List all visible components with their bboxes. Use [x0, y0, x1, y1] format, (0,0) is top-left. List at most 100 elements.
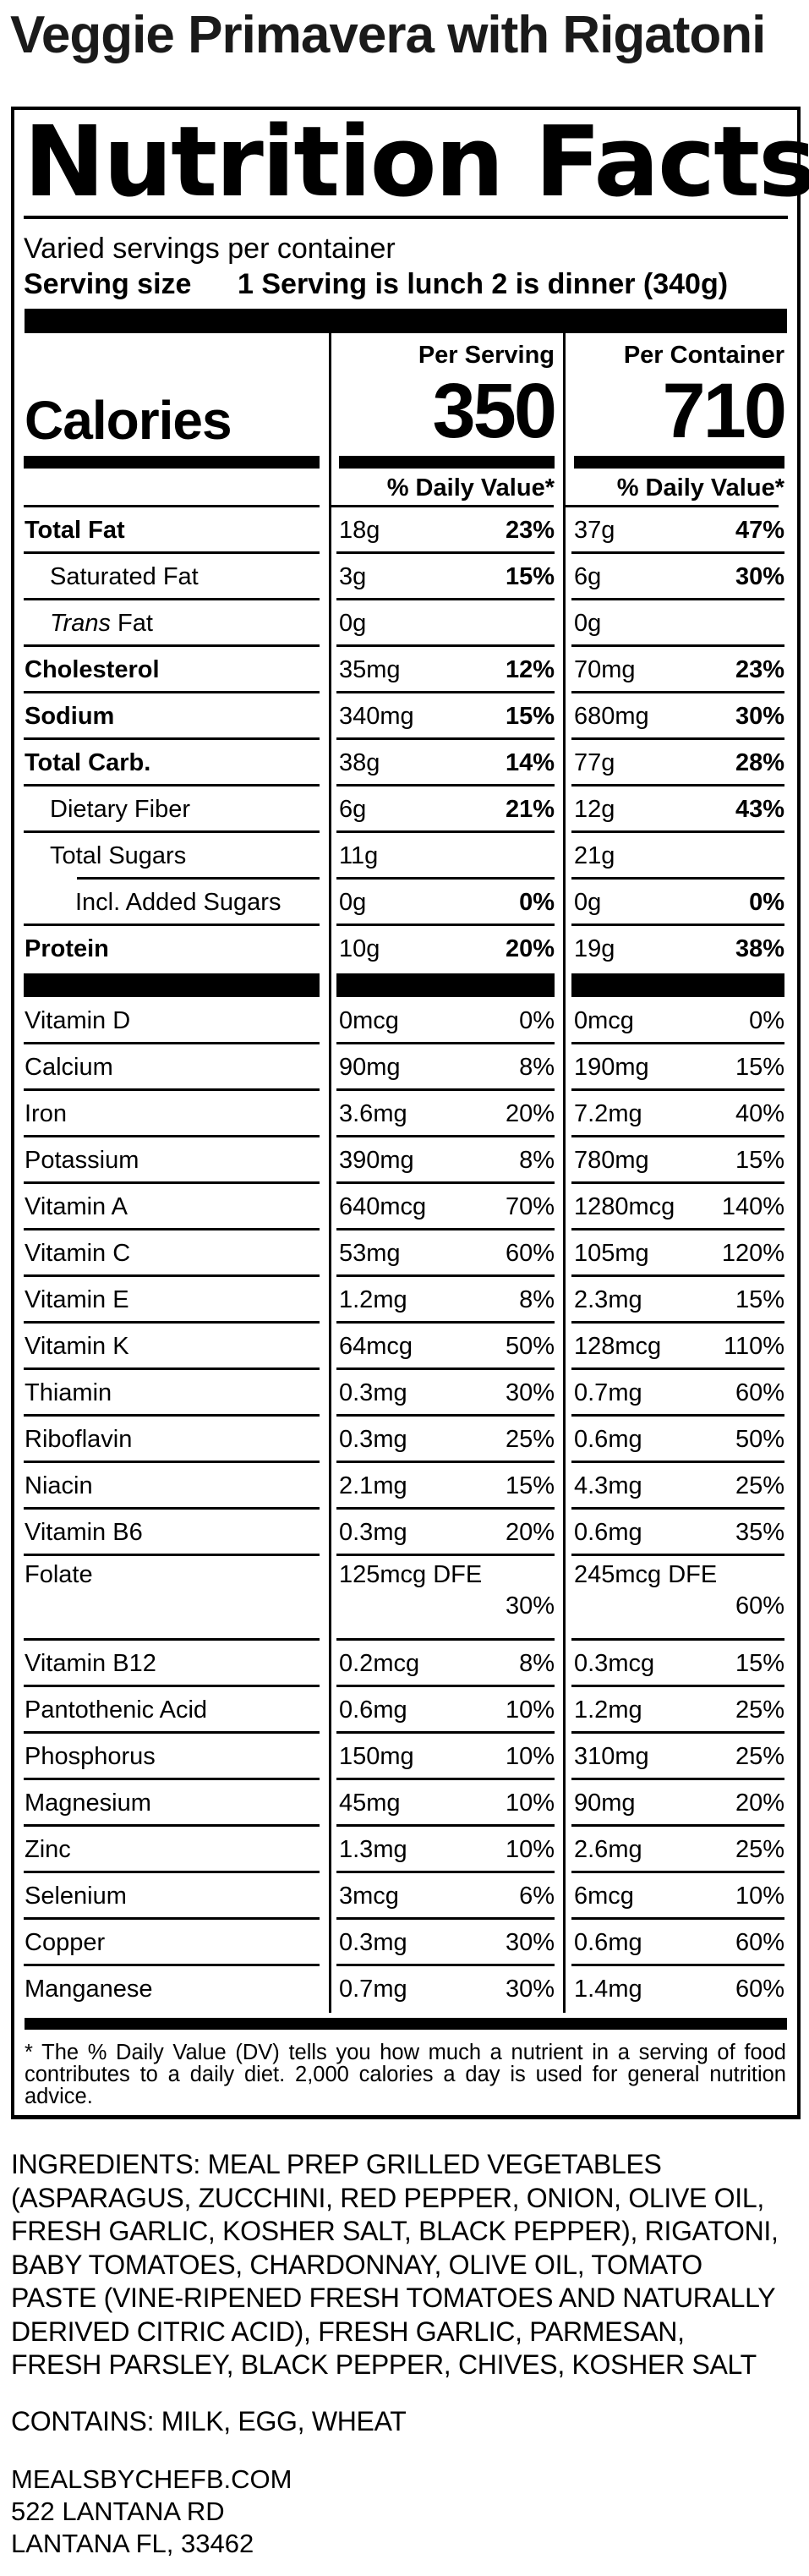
amount: 90mg: [574, 1789, 636, 1817]
amount: 1280mcg: [574, 1193, 675, 1220]
per-serving-values: 0.3mg 30%: [329, 1920, 563, 1966]
amount: 1.2mg: [339, 1286, 407, 1313]
amount: 190mg: [574, 1054, 649, 1081]
daily-value-percent: 8%: [519, 1286, 555, 1313]
per-serving-calories-cell: Per Serving 350 % Daily Value*: [329, 333, 563, 507]
nutrient-row: Iron 3.6mg 20% 7.2mg 40%: [24, 1091, 788, 1137]
nutrient-name-cell: Magnesium: [24, 1780, 329, 1827]
per-serving-values: 45mg 10%: [329, 1780, 563, 1827]
per-serving-header: Per Serving: [418, 342, 555, 369]
nutrient-name-cell: Vitamin E: [24, 1277, 329, 1324]
allergen-statement: CONTAINS: MILK, EGG, WHEAT: [11, 2405, 407, 2436]
footnote-text: * The % Daily Value (DV) tells you how m…: [25, 2041, 786, 2108]
daily-value-percent: 30%: [735, 703, 784, 730]
daily-value-percent: 20%: [505, 1519, 555, 1546]
per-container-values: 0mcg 0%: [563, 998, 788, 1044]
daily-value-percent: 10%: [735, 1883, 784, 1910]
per-container-values: 4.3mg 25%: [563, 1463, 788, 1510]
nutrient-name-cell: Vitamin C: [24, 1230, 329, 1277]
per-container-dv-header: % Daily Value*: [574, 469, 784, 507]
daily-value-percent: 47%: [735, 517, 784, 544]
per-serving-values: 640mcg 70%: [329, 1184, 563, 1230]
nutrient-row: Incl. Added Sugars 0g 0% 0g 0%: [24, 880, 788, 926]
per-container-values: 90mg 20%: [563, 1780, 788, 1827]
daily-value-percent: 15%: [505, 1472, 555, 1499]
nutrient-row: Saturated Fat 3g 15% 6g 30%: [24, 554, 788, 600]
per-container-values: 37g 47%: [563, 507, 788, 554]
per-container-values: 105mg 120%: [563, 1230, 788, 1277]
amount: 310mg: [574, 1743, 649, 1770]
amount: 0.6mg: [339, 1696, 407, 1724]
macro-micro-divider-row: [24, 973, 788, 998]
per-container-values: 245mcg DFE 60%: [563, 1556, 788, 1641]
per-container-values: 0.6mg 50%: [563, 1417, 788, 1463]
daily-value-percent: 15%: [505, 563, 555, 590]
amount: 45mg: [339, 1789, 401, 1817]
daily-value-percent: 30%: [505, 1379, 555, 1406]
daily-value-percent: 25%: [505, 1426, 555, 1453]
per-container-values: 1.2mg 25%: [563, 1687, 788, 1734]
amount: 0g: [574, 889, 602, 916]
per-container-values: 0.7mg 60%: [563, 1370, 788, 1417]
amount: 64mcg: [339, 1333, 413, 1360]
daily-value-percent: 15%: [735, 1054, 784, 1081]
per-container-values: 2.6mg 25%: [563, 1827, 788, 1873]
serving-size-label: Serving size: [24, 268, 192, 300]
amount: 37g: [574, 517, 615, 544]
nutrient-row: Sodium 340mg 15% 680mg 30%: [24, 693, 788, 740]
serving-size-row: Serving size 1 Serving is lunch 2 is din…: [24, 266, 788, 302]
amount: 780mg: [574, 1147, 649, 1174]
amount: 38g: [339, 749, 380, 776]
amount: 7.2mg: [574, 1100, 642, 1127]
footer-address-line1: 522 LANTANA RD: [11, 2496, 225, 2526]
daily-value-percent: 20%: [505, 1100, 555, 1127]
calories-underbar: [24, 456, 320, 469]
nutrient-row: Copper 0.3mg 30% 0.6mg 60%: [24, 1920, 788, 1966]
amount: 0g: [339, 889, 367, 916]
calories-underbar: [339, 456, 555, 469]
daily-value-percent: 25%: [735, 1836, 784, 1863]
nutrient-name: Folate: [25, 1561, 93, 1588]
calories-cell: Calories: [24, 333, 329, 507]
per-serving-values: 35mg 12%: [329, 647, 563, 693]
per-container-values: 128mcg 110%: [563, 1324, 788, 1370]
per-container-values: 310mg 25%: [563, 1734, 788, 1780]
per-serving-values: 18g 23%: [329, 507, 563, 554]
nutrient-name: Riboflavin: [25, 1426, 133, 1453]
per-container-values: 6g 30%: [563, 554, 788, 600]
calories-underbar: [574, 456, 784, 469]
per-serving-values: 3g 15%: [329, 554, 563, 600]
daily-value-percent: 60%: [735, 1592, 784, 1620]
divider-cell: [563, 973, 788, 998]
daily-value-percent: 110%: [723, 1333, 784, 1360]
daily-value-percent: 30%: [505, 1976, 555, 2003]
nutrient-name: Vitamin D: [25, 1007, 131, 1034]
nutrient-name-cell: Saturated Fat: [24, 554, 329, 600]
per-container-values: 780mg 15%: [563, 1137, 788, 1184]
nutrient-name-cell: Sodium: [24, 693, 329, 740]
nutrient-name-cell: Phosphorus: [24, 1734, 329, 1780]
nutrient-name-cell: Calcium: [24, 1044, 329, 1091]
nutrient-row: Calcium 90mg 8% 190mg 15%: [24, 1044, 788, 1091]
amount: 340mg: [339, 703, 414, 730]
per-container-values: 2.3mg 15%: [563, 1277, 788, 1324]
daily-value-percent: 0%: [749, 889, 784, 916]
amount: 21g: [574, 842, 615, 869]
per-container-values: 6mcg 10%: [563, 1873, 788, 1920]
product-title: Veggie Primavera with Rigatoni: [10, 6, 766, 64]
nutrient-name: Magnesium: [25, 1789, 151, 1817]
nutrient-name: Manganese: [25, 1976, 153, 2003]
nutrient-row: Vitamin A 640mcg 70% 1280mcg 140%: [24, 1184, 788, 1230]
footer-address-line2: LANTANA FL, 33462: [11, 2528, 254, 2558]
nutrient-name-cell: Dietary Fiber: [24, 787, 329, 833]
per-serving-values: 0.3mg 20%: [329, 1510, 563, 1556]
daily-value-percent: 28%: [735, 749, 784, 776]
per-serving-values: 38g 14%: [329, 740, 563, 787]
nutrition-facts-title: Nutrition Facts: [24, 106, 809, 219]
amount: 0.3mg: [339, 1426, 407, 1453]
amount: 0mcg: [574, 1007, 634, 1034]
nutrient-row: Pantothenic Acid 0.6mg 10% 1.2mg 25%: [24, 1687, 788, 1734]
amount: 105mg: [574, 1240, 649, 1267]
footnote: * The % Daily Value (DV) tells you how m…: [24, 2030, 788, 2115]
amount: 90mg: [339, 1054, 401, 1081]
